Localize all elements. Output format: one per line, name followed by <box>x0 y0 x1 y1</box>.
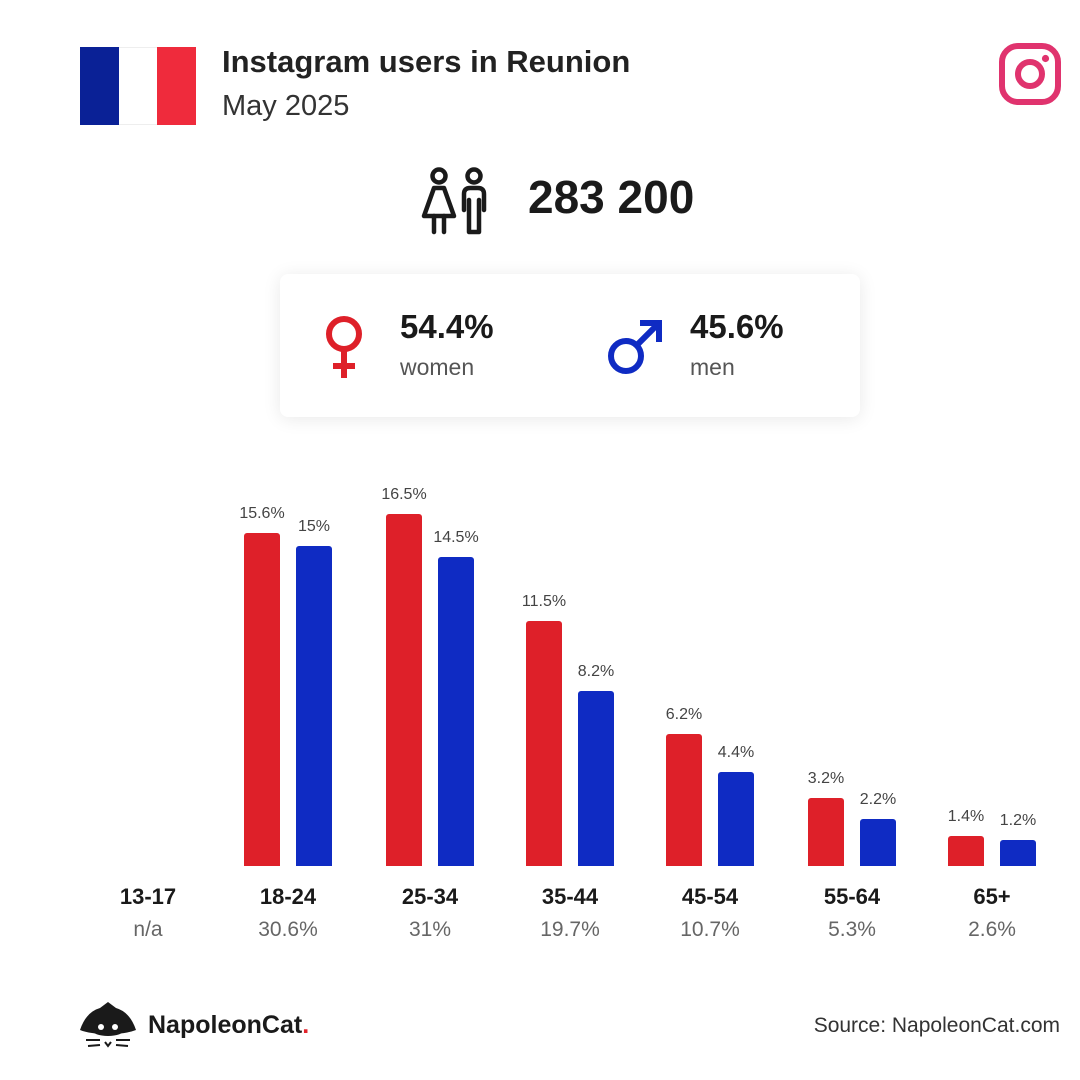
bar-label-men-45-54: 4.4% <box>717 744 755 762</box>
flag-blue-stripe <box>80 47 119 125</box>
category-total-65+: 2.6% <box>968 918 1016 941</box>
bar-men-35-44 <box>578 691 614 866</box>
category-label-65+: 65+ <box>973 884 1011 909</box>
bar-label-women-55-64: 3.2% <box>807 769 845 787</box>
age-gender-chart: 13-17 n/a 15.6% 15% 18-24 30.6% 16.5% 14.5% 25-3… <box>0 470 1080 950</box>
category-label-55-64: 55-64 <box>823 884 881 909</box>
bar-women-55-64 <box>808 797 844 866</box>
category-total-45-54: 10.7% <box>680 918 740 941</box>
women-percent: 54.4% <box>400 308 494 345</box>
category-total-18-24: 30.6% <box>258 918 318 941</box>
bar-label-men-55-64: 2.2% <box>859 791 897 809</box>
bar-men-45-54 <box>718 772 754 866</box>
bar-label-men-35-44: 8.2% <box>577 663 615 681</box>
bar-women-18-24 <box>244 533 280 866</box>
category-label-25-34: 25-34 <box>401 884 459 909</box>
source-text: Source: NapoleonCat.com <box>813 1014 1060 1037</box>
bar-label-men-18-24: 15% <box>297 518 331 535</box>
brand-dot: . <box>302 1010 310 1039</box>
men-label: men <box>690 354 735 380</box>
users-icon <box>421 167 487 235</box>
category-label-18-24: 18-24 <box>259 884 317 909</box>
male-symbol-icon <box>608 320 662 374</box>
bar-label-women-18-24: 15.6% <box>239 505 285 523</box>
brand: NapoleonCat. <box>78 1000 309 1050</box>
brand-name-text: NapoleonCat <box>148 1010 303 1039</box>
female-symbol-icon <box>326 316 362 378</box>
instagram-icon <box>999 43 1061 105</box>
bar-men-55-64 <box>860 819 896 866</box>
bar-women-25-34 <box>386 514 422 866</box>
bar-label-women-45-54: 6.2% <box>665 705 703 723</box>
category-label-13-17: 13-17 <box>119 884 177 909</box>
category-total-35-44: 19.7% <box>540 918 600 941</box>
bar-women-35-44 <box>526 620 562 866</box>
category-label-35-44: 35-44 <box>541 884 599 909</box>
category-total-55-64: 5.3% <box>828 918 876 941</box>
category-total-13-17: n/a <box>133 918 163 941</box>
page-title: Instagram users in Reunion <box>222 44 631 79</box>
bar-men-65+ <box>1000 840 1036 866</box>
women-label: women <box>400 354 475 380</box>
total-users: 283 200 <box>528 171 695 223</box>
bar-men-18-24 <box>296 546 332 866</box>
bar-label-men-25-34: 14.5% <box>433 528 479 546</box>
bar-women-65+ <box>948 836 984 866</box>
france-flag-icon <box>80 47 197 125</box>
bar-label-women-35-44: 11.5% <box>521 592 567 610</box>
category-total-25-34: 31% <box>408 918 452 941</box>
flag-white-stripe <box>118 47 158 125</box>
napoleoncat-logo-icon <box>80 1002 136 1048</box>
bar-label-women-25-34: 16.5% <box>381 486 427 503</box>
category-label-45-54: 45-54 <box>681 884 739 909</box>
page-subtitle: May 2025 <box>222 90 350 122</box>
gender-split-card: 54.4% women 45.6% men <box>280 274 860 417</box>
bar-label-women-65+: 1.4% <box>947 808 985 826</box>
bar-women-45-54 <box>666 733 702 866</box>
bar-label-men-65+: 1.2% <box>999 812 1037 830</box>
flag-red-stripe <box>157 47 197 125</box>
men-percent: 45.6% <box>690 308 784 345</box>
bar-men-25-34 <box>438 556 474 866</box>
brand-name: NapoleonCat. <box>148 1011 309 1040</box>
